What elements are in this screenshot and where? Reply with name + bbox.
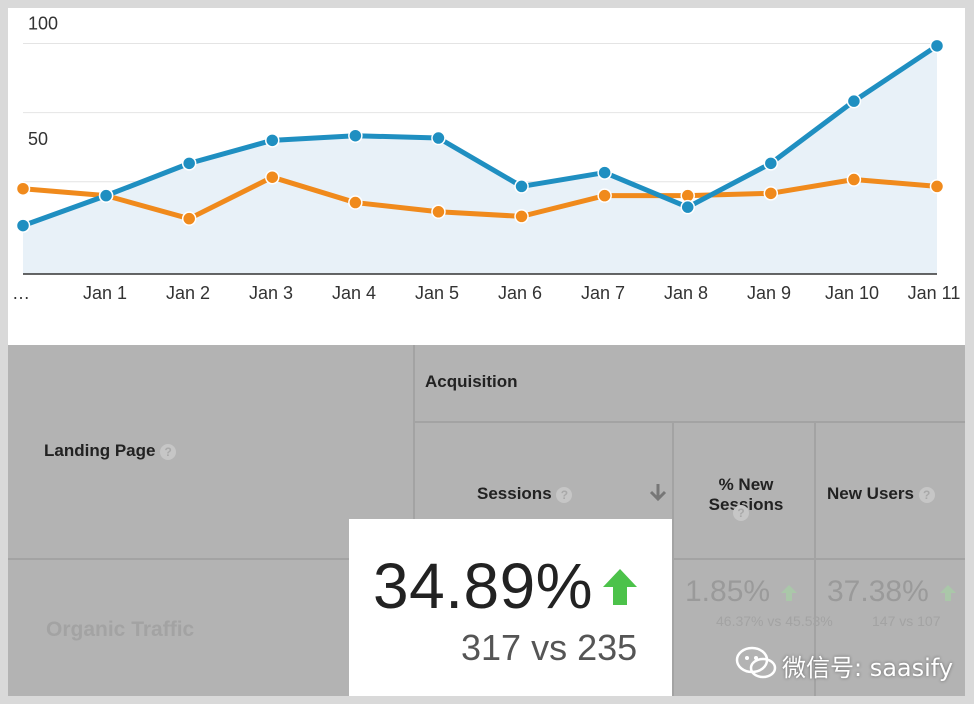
y-tick-label: 100 <box>28 14 58 34</box>
new-users-header-label: New Users <box>827 484 914 503</box>
chart-points <box>15 38 945 233</box>
data-point[interactable] <box>98 188 114 203</box>
help-icon[interactable]: ? <box>733 505 749 521</box>
data-point[interactable] <box>846 172 862 187</box>
new-users-header[interactable]: New Users ? <box>827 484 935 504</box>
data-point[interactable] <box>929 38 945 54</box>
new-users-compare: 147 vs 107 <box>872 613 941 629</box>
data-point[interactable] <box>15 218 31 233</box>
series-line <box>22 43 939 228</box>
x-tick-label: Jan 1 <box>83 283 127 303</box>
landing-page-header[interactable]: Landing Page ? <box>44 441 177 461</box>
data-point[interactable] <box>929 179 945 194</box>
watermark-text: 微信号: saasify <box>782 654 954 682</box>
x-tick-label: Jan 11 <box>908 283 961 303</box>
data-point[interactable] <box>680 199 695 215</box>
data-point[interactable] <box>181 156 197 171</box>
arrow-up-icon <box>781 585 797 601</box>
chart-y-labels: 100 50 <box>28 14 58 149</box>
screenshot-frame: 100 50 … Jan 1 Jan 2 Jan 3 Jan 4 Jan 5 Jan 6 Jan… <box>8 8 965 696</box>
sessions-header[interactable]: Sessions ? <box>477 484 573 504</box>
x-tick-label: Jan 10 <box>825 283 879 303</box>
arrow-up-icon <box>603 569 637 605</box>
new-users-value: 37.38% <box>827 575 929 608</box>
help-icon[interactable]: ? <box>556 486 573 503</box>
chart-svg: 100 50 … Jan 1 Jan 2 Jan 3 Jan 4 Jan 5 Jan 6 Jan… <box>12 14 960 303</box>
row-label-organic-traffic[interactable]: Organic Traffic <box>46 618 195 641</box>
pct-new-sessions-header[interactable]: % New Sessions <box>686 455 806 515</box>
data-point[interactable] <box>265 133 280 148</box>
series-line <box>22 174 938 222</box>
x-tick-label: Jan 3 <box>249 283 293 303</box>
data-point[interactable] <box>763 156 779 171</box>
wechat-watermark: 微信号: saasify <box>734 644 964 684</box>
x-tick-label: Jan 5 <box>415 283 459 303</box>
wechat-icon <box>735 646 777 679</box>
sessions-change-value: 34.89% <box>373 550 594 622</box>
pct-new-sessions-header-label: % New Sessions <box>708 475 784 514</box>
col-divider <box>413 345 415 559</box>
series-area <box>23 45 937 275</box>
x-tick-label: Jan 2 <box>166 283 210 303</box>
arrow-down-icon[interactable] <box>648 482 668 504</box>
x-tick-label: Jan 6 <box>498 283 542 303</box>
data-point[interactable] <box>15 181 31 196</box>
data-point[interactable] <box>265 169 280 185</box>
x-tick-label: Jan 4 <box>332 283 376 303</box>
data-point[interactable] <box>514 209 529 224</box>
sessions-line-chart: 100 50 … Jan 1 Jan 2 Jan 3 Jan 4 Jan 5 Jan 6 Jan… <box>8 8 965 345</box>
sessions-highlight-card: 34.89% 317 vs 235 <box>349 519 672 696</box>
help-icon[interactable]: ? <box>918 486 935 503</box>
arrow-up-icon <box>940 585 956 601</box>
sessions-compare: 317 vs 235 <box>461 627 638 668</box>
chart-series-lines <box>22 43 939 228</box>
data-point[interactable] <box>431 204 446 220</box>
data-point[interactable] <box>348 128 363 143</box>
acquisition-header: Acquisition <box>425 372 518 391</box>
data-point[interactable] <box>846 93 862 109</box>
pct-new-sessions-value: 1.85% <box>685 575 771 608</box>
data-point[interactable] <box>597 188 612 203</box>
data-point[interactable] <box>181 211 197 226</box>
x-tick-label: Jan 9 <box>747 283 791 303</box>
x-tick-label: Jan 7 <box>581 283 625 303</box>
data-point[interactable] <box>348 195 363 210</box>
data-point[interactable] <box>763 186 779 201</box>
pct-new-sessions-compare: 46.37% vs 45.53% <box>716 613 833 629</box>
landing-page-header-label: Landing Page <box>44 441 156 460</box>
x-tick-label: … <box>12 283 30 303</box>
sessions-header-label: Sessions <box>477 484 552 503</box>
data-point[interactable] <box>514 179 529 194</box>
row-divider <box>413 421 965 423</box>
x-tick-label: Jan 8 <box>664 283 708 303</box>
data-point[interactable] <box>431 130 446 146</box>
help-icon[interactable]: ? <box>160 443 177 460</box>
y-tick-label: 50 <box>28 129 48 149</box>
data-point[interactable] <box>597 165 612 180</box>
chart-x-labels: … Jan 1 Jan 2 Jan 3 Jan 4 Jan 5 Jan 6 Jan 7 Jan … <box>12 283 960 303</box>
chart-area-fill <box>23 45 937 275</box>
